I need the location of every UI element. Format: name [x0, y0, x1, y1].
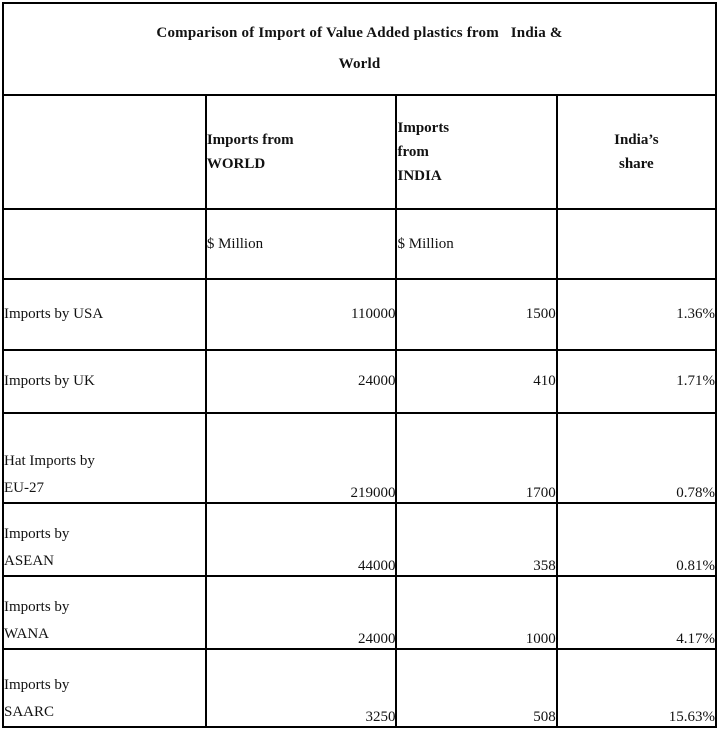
table-row-uk: Imports by UK 24000 410 1.71%: [2, 349, 718, 414]
document-page: Comparison of Import of Value Added plas…: [0, 2, 721, 728]
table-row-saarc: Imports by SAARC 3250 508 15.63%: [2, 648, 718, 728]
header-indias-share: India’s share: [555, 94, 718, 210]
units-india: $ Million: [395, 208, 558, 280]
world-value: 110000: [204, 278, 398, 351]
header-empty-cell: [2, 94, 207, 210]
header-imports-from-world: Imports from WORLD: [204, 94, 398, 210]
row-label: Imports by WANA: [2, 575, 207, 650]
row-label: Imports by SAARC: [2, 648, 207, 728]
share-value: 0.78%: [555, 412, 718, 504]
title-row: Comparison of Import of Value Added plas…: [2, 2, 717, 96]
world-value: 24000: [204, 349, 398, 414]
india-value: 1000: [395, 575, 558, 650]
imports-comparison-table: Comparison of Import of Value Added plas…: [2, 2, 718, 728]
table-row-usa: Imports by USA 110000 1500 1.36%: [2, 278, 718, 351]
table-title-line1: Comparison of Import of Value Added plas…: [156, 25, 563, 41]
india-value: 508: [395, 648, 558, 728]
world-value: 44000: [204, 502, 398, 577]
world-value: 3250: [204, 648, 398, 728]
units-empty-cell: [2, 208, 207, 280]
india-value: 358: [395, 502, 558, 577]
row-label: Imports by ASEAN: [2, 502, 207, 577]
share-value: 1.36%: [555, 278, 718, 351]
header-row: Imports from WORLD Imports from INDIA In…: [2, 94, 718, 210]
world-value: 219000: [204, 412, 398, 504]
row-label: Imports by USA: [2, 278, 207, 351]
table-title-line2: World: [338, 56, 381, 72]
row-label: Hat Imports by EU-27: [2, 412, 207, 504]
header-imports-from-india: Imports from INDIA: [395, 94, 558, 210]
share-value: 1.71%: [555, 349, 718, 414]
india-value: 410: [395, 349, 558, 414]
table-row-eu27: Hat Imports by EU-27 219000 1700 0.78%: [2, 412, 718, 504]
table-title: Comparison of Import of Value Added plas…: [2, 2, 717, 96]
table-row-asean: Imports by ASEAN 44000 358 0.81%: [2, 502, 718, 577]
units-empty-cell: [555, 208, 718, 280]
units-row: $ Million $ Million: [2, 208, 718, 280]
share-value: 15.63%: [555, 648, 718, 728]
row-label: Imports by UK: [2, 349, 207, 414]
india-value: 1500: [395, 278, 558, 351]
india-value: 1700: [395, 412, 558, 504]
world-value: 24000: [204, 575, 398, 650]
share-value: 0.81%: [555, 502, 718, 577]
share-value: 4.17%: [555, 575, 718, 650]
units-world: $ Million: [204, 208, 398, 280]
table-row-wana: Imports by WANA 24000 1000 4.17%: [2, 575, 718, 650]
